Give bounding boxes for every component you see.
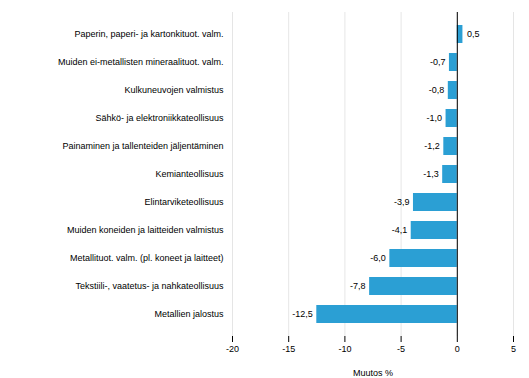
svg-text:-6,0: -6,0: [370, 253, 386, 263]
svg-text:-12,5: -12,5: [292, 309, 313, 319]
svg-text:Metallien jalostus: Metallien jalostus: [154, 309, 224, 319]
svg-text:Elintarviketeollisuus: Elintarviketeollisuus: [144, 197, 224, 207]
svg-text:Tekstiili-, vaatetus- ja nahka: Tekstiili-, vaatetus- ja nahkateollisuus: [75, 281, 224, 291]
svg-text:Muutos %: Muutos %: [353, 368, 393, 378]
svg-text:Kulkuneuvojen valmistus: Kulkuneuvojen valmistus: [124, 85, 224, 95]
svg-text:-3,9: -3,9: [394, 197, 410, 207]
svg-text:-5: -5: [397, 344, 405, 354]
svg-text:Metallituot. valm. (pl. koneet: Metallituot. valm. (pl. koneet ja laitte…: [70, 253, 224, 263]
svg-text:-20: -20: [226, 344, 239, 354]
svg-text:Muiden koneiden ja laitteiden: Muiden koneiden ja laitteiden valmistus: [67, 225, 224, 235]
svg-text:Sähkö- ja elektroniikkateollis: Sähkö- ja elektroniikkateollisuus: [95, 113, 224, 123]
svg-text:-4,1: -4,1: [392, 225, 408, 235]
svg-text:-0,8: -0,8: [429, 85, 445, 95]
svg-text:-0,7: -0,7: [430, 57, 446, 67]
svg-text:-15: -15: [282, 344, 295, 354]
svg-text:-10: -10: [338, 344, 351, 354]
svg-text:-7,8: -7,8: [350, 281, 366, 291]
svg-text:5: 5: [511, 344, 516, 354]
svg-text:0,5: 0,5: [467, 29, 480, 39]
svg-text:-1,3: -1,3: [423, 169, 439, 179]
svg-text:Paperin, paperi- ja kartonkitu: Paperin, paperi- ja kartonkituot. valm.: [74, 29, 223, 39]
svg-text:Muiden ei-metallisten mineraal: Muiden ei-metallisten mineraalituot. val…: [58, 57, 224, 67]
svg-text:Kemianteollisuus: Kemianteollisuus: [155, 169, 224, 179]
svg-text:0: 0: [455, 344, 460, 354]
svg-text:-1,2: -1,2: [424, 141, 440, 151]
svg-text:Painaminen ja tallenteiden jäl: Painaminen ja tallenteiden jäljentäminen: [62, 141, 223, 151]
svg-text:-1,0: -1,0: [427, 113, 443, 123]
